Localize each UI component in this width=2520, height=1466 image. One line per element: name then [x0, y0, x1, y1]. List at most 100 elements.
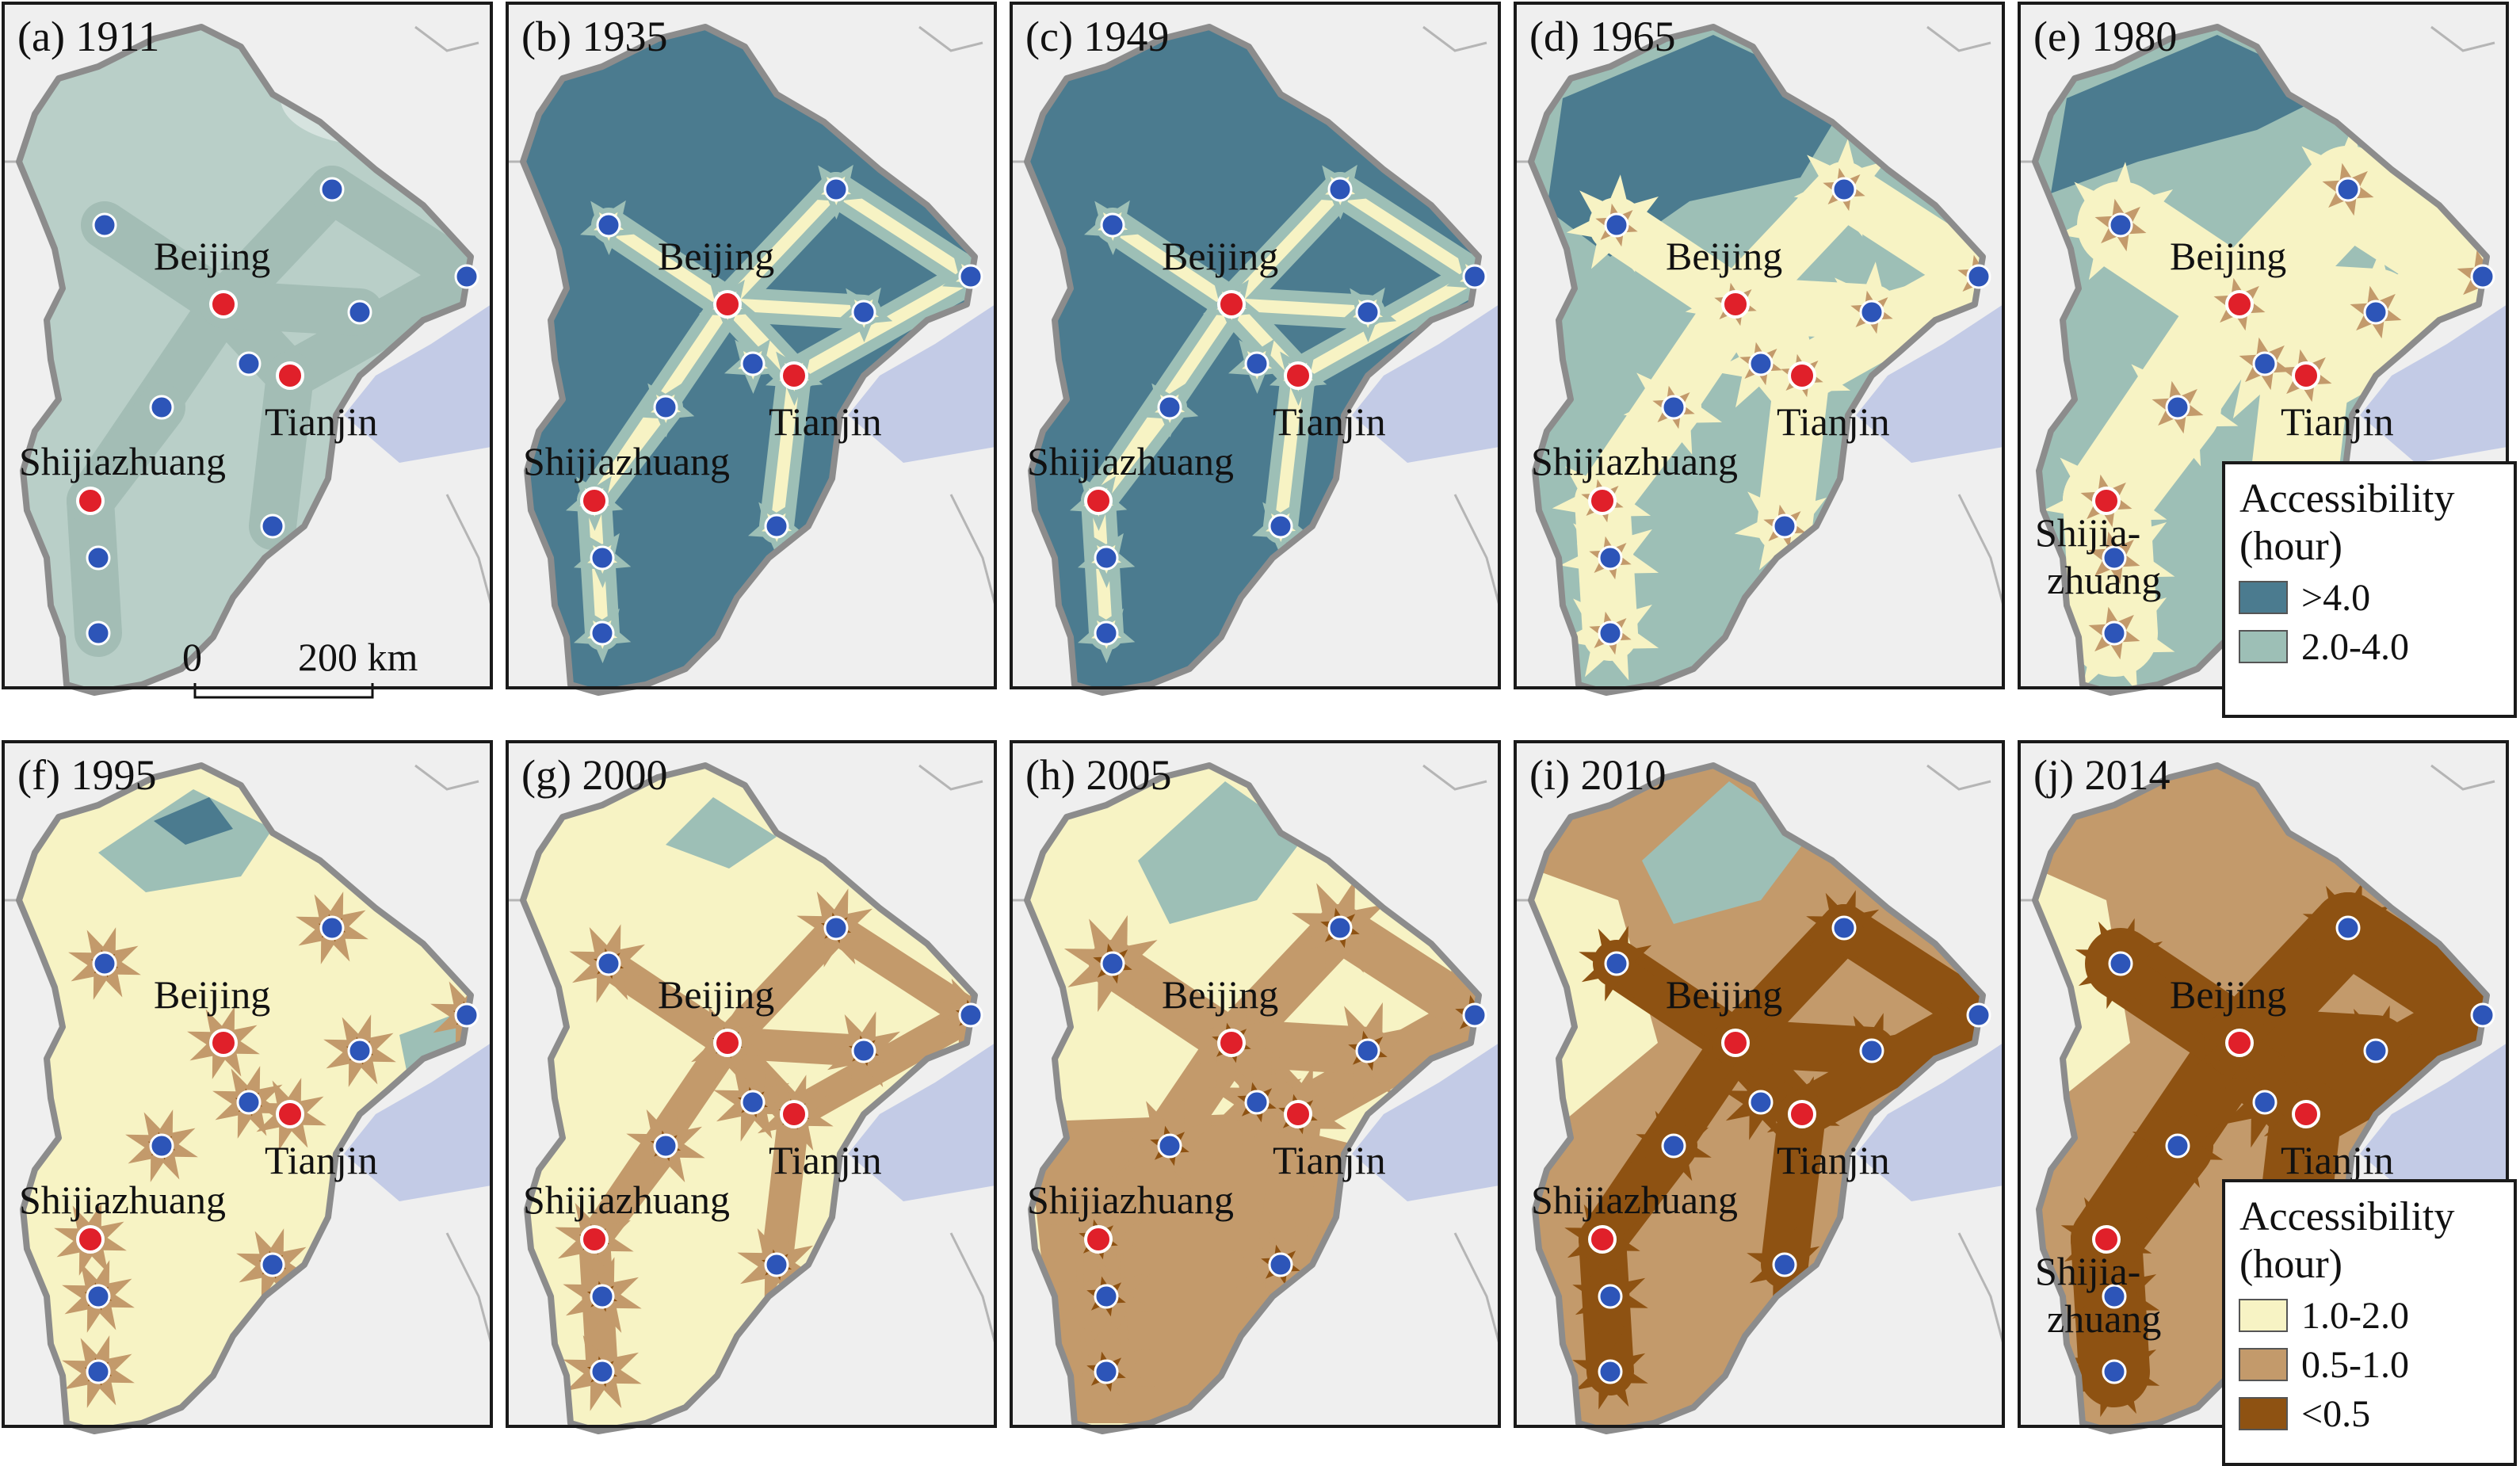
- panel-title: (j) 2014: [2033, 751, 2170, 799]
- minor-city-marker: [149, 1133, 174, 1159]
- legend-swatch: [2239, 1299, 2288, 1332]
- major-city-marker: [1588, 1225, 1617, 1254]
- label-beijing: Beijing: [2170, 234, 2286, 278]
- sea-area: [1352, 1043, 1499, 1201]
- major-city-marker: [76, 1225, 105, 1254]
- minor-city-marker: [1604, 951, 1629, 976]
- minor-city-marker: [454, 264, 479, 289]
- major-city-marker: [1284, 361, 1312, 390]
- corridor-core: [602, 219, 734, 311]
- minor-city-marker: [958, 1002, 983, 1028]
- minor-city-marker: [1462, 264, 1487, 289]
- legend-bottom: Accessibility(hour) 1.0-2.0 0.5-1.0 <0.5: [2222, 1179, 2517, 1466]
- major-city-marker: [780, 361, 808, 390]
- map-panel-1949: (c) 1949 Beijing Tianjin Shijiazhuang: [1010, 2, 1501, 696]
- corridor-zone: [820, 912, 975, 1031]
- corridor-zone: [308, 166, 471, 300]
- corridor-zone: [81, 201, 247, 328]
- minor-city-marker: [2102, 1284, 2127, 1309]
- label-tianjin: Tianjin: [1777, 399, 1890, 444]
- minor-city-marker: [260, 513, 285, 539]
- label-tianjin: Tianjin: [1273, 1138, 1386, 1182]
- region-outline: [1528, 24, 1986, 696]
- corridor-core: [721, 298, 870, 319]
- panel-frame: [1514, 2, 2005, 689]
- minor-city-marker: [1244, 1090, 1270, 1115]
- corridor-core: [1292, 270, 1479, 382]
- panel-title: (g) 2000: [521, 751, 667, 799]
- region-outline: [1024, 24, 1482, 696]
- minor-city-marker: [86, 1284, 111, 1309]
- region-outline: [16, 762, 474, 1434]
- corridor-core: [1334, 183, 1479, 283]
- region-outline: [520, 24, 978, 696]
- minor-city-marker: [740, 1090, 766, 1115]
- minor-city-marker: [2335, 915, 2361, 941]
- major-city-marker: [2292, 1100, 2320, 1128]
- minor-city-marker: [236, 351, 262, 376]
- corridor-zone: [712, 912, 852, 1059]
- minor-city-marker: [1462, 1002, 1487, 1028]
- sea-area: [848, 1043, 995, 1201]
- label-beijing: Beijing: [2170, 972, 2286, 1017]
- region-outline: [1528, 762, 1986, 1434]
- minor-city-marker: [1748, 1090, 1774, 1115]
- minor-city-marker: [319, 915, 345, 941]
- minor-city-marker: [851, 300, 876, 325]
- legend-title-line2: (hour): [2239, 524, 2342, 569]
- minor-city-marker: [2363, 300, 2388, 325]
- major-city-marker: [713, 1029, 742, 1057]
- label-tianjin: Tianjin: [1777, 1138, 1890, 1182]
- major-city-marker: [1588, 487, 1617, 515]
- minor-city-marker: [596, 951, 621, 976]
- minor-city-marker: [1157, 395, 1182, 420]
- corridor-core: [1225, 298, 1374, 319]
- major-city-marker: [713, 290, 742, 319]
- corridor-core: [830, 183, 975, 283]
- panel-frame: [2, 2, 493, 689]
- label-tianjin: Tianjin: [769, 399, 882, 444]
- label-shijiazhuang-line2: zhuang: [2047, 1296, 2161, 1341]
- corridor-zone: [1820, 904, 1983, 1039]
- panel-frame: [506, 740, 997, 1428]
- major-city-marker: [1084, 1225, 1113, 1254]
- major-city-marker: [276, 1100, 304, 1128]
- major-city-marker: [1284, 1100, 1312, 1128]
- minor-city-marker: [1772, 513, 1797, 539]
- minor-city-marker: [590, 1284, 615, 1309]
- minor-city-marker: [2108, 951, 2133, 976]
- label-beijing: Beijing: [1666, 972, 1782, 1017]
- minor-city-marker: [1355, 300, 1380, 325]
- major-city-marker: [2225, 1029, 2254, 1057]
- corridor-zone: [67, 384, 185, 525]
- label-shijiazhuang: Shijiazhuang: [523, 439, 730, 483]
- label-shijiazhuang: Shijiazhuang: [1027, 439, 1234, 483]
- minor-city-marker: [1859, 300, 1884, 325]
- major-city-marker: [1217, 290, 1246, 319]
- region-outline: [16, 24, 474, 696]
- minor-city-marker: [2470, 1002, 2495, 1028]
- scale-distance-label: 200 km: [298, 635, 418, 679]
- major-city-marker: [2092, 487, 2121, 515]
- mid-zone: [1642, 781, 1808, 924]
- panel-frame: [1010, 740, 1501, 1428]
- major-city-marker: [780, 1100, 808, 1128]
- minor-city-marker: [1094, 545, 1119, 571]
- major-city-marker: [580, 1225, 609, 1254]
- scale-bar-line: [193, 683, 374, 699]
- minor-city-marker: [2165, 1133, 2190, 1159]
- minor-city-marker: [86, 620, 111, 646]
- minor-city-marker: [1094, 1284, 1119, 1309]
- corridor-zone: [1593, 940, 1759, 1067]
- corridor-core: [1274, 369, 1304, 533]
- legend-item-label: 1.0-2.0: [2301, 1295, 2409, 1337]
- minor-city-marker: [1598, 620, 1623, 646]
- high-zone: [2051, 35, 2336, 193]
- legend-item-label: 2.0-4.0: [2301, 626, 2409, 668]
- map-panel-1935: (b) 1935 Beijing Tianjin Shijiazhuang: [506, 2, 997, 696]
- minor-city-marker: [590, 1359, 615, 1384]
- scale-bar: 0 200 km: [182, 635, 418, 699]
- sea-area: [2360, 1043, 2507, 1201]
- corridor-zone: [578, 1130, 682, 1255]
- sea-area: [1856, 304, 2003, 463]
